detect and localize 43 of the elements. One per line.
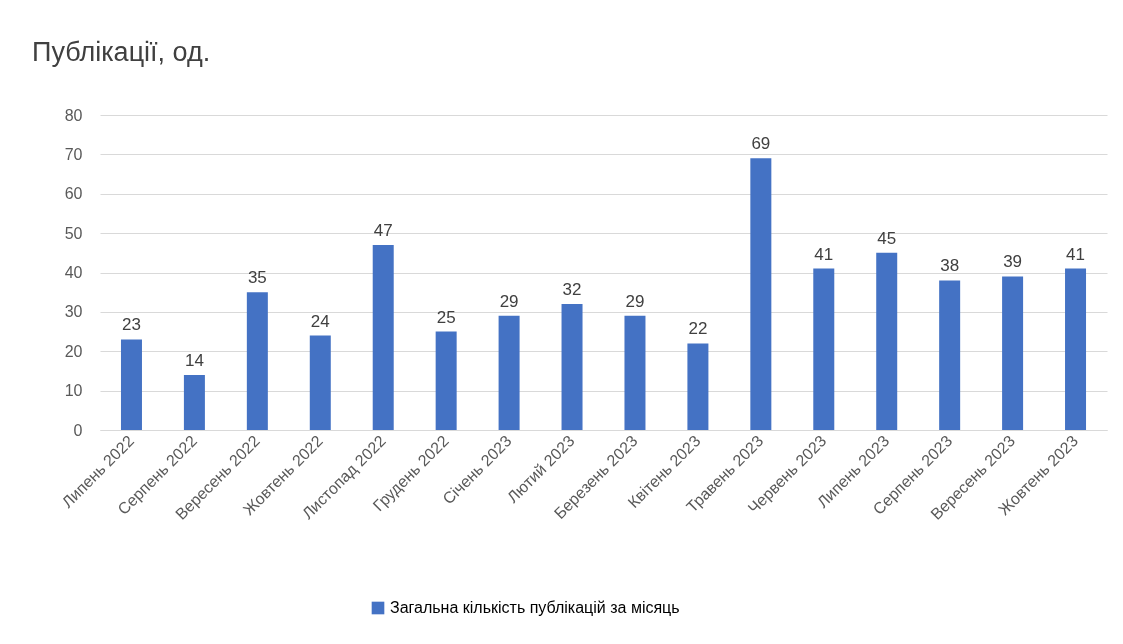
y-tick-label: 50	[64, 224, 83, 242]
y-tick-label: 40	[64, 264, 83, 281]
bar	[120, 339, 142, 430]
y-tick-label: 20	[64, 342, 83, 360]
data-label: 32	[562, 280, 582, 299]
bar	[309, 335, 331, 430]
data-label: 38	[940, 256, 960, 276]
data-label: 14	[184, 350, 204, 370]
data-label: 25	[436, 307, 456, 327]
y-tick-label: 10	[64, 382, 83, 400]
data-label: 41	[1066, 244, 1085, 264]
data-label: 39	[1003, 252, 1023, 272]
legend-label: Загальна кількість публікацій за місяць	[390, 599, 680, 616]
data-label: 23	[122, 315, 141, 335]
bar	[498, 315, 520, 430]
bar	[687, 343, 709, 430]
bar	[876, 252, 898, 430]
y-tick-label: 60	[64, 185, 83, 203]
bar	[813, 268, 835, 430]
bar	[372, 244, 394, 430]
data-label: 24	[310, 311, 330, 331]
data-label: 47	[373, 220, 393, 240]
y-tick-label: 70	[64, 145, 83, 163]
y-tick-label: 30	[64, 303, 83, 321]
bar	[939, 280, 961, 430]
bar	[624, 315, 646, 430]
data-label: 29	[499, 291, 519, 311]
bar	[1065, 268, 1087, 430]
bar	[435, 331, 457, 430]
data-label: 45	[877, 228, 897, 248]
bar	[183, 374, 205, 430]
data-label: 22	[688, 319, 708, 339]
y-tick-label: 0	[73, 421, 83, 439]
bar	[561, 304, 583, 430]
bar	[1002, 276, 1024, 430]
bar	[246, 292, 268, 430]
data-label: 41	[814, 244, 834, 264]
data-label: 29	[625, 291, 645, 311]
data-label: 35	[247, 268, 267, 288]
chart-title: Публікації, од.	[32, 37, 211, 67]
y-tick-label: 80	[64, 106, 83, 124]
bar	[750, 158, 772, 430]
data-label: 69	[751, 134, 771, 154]
